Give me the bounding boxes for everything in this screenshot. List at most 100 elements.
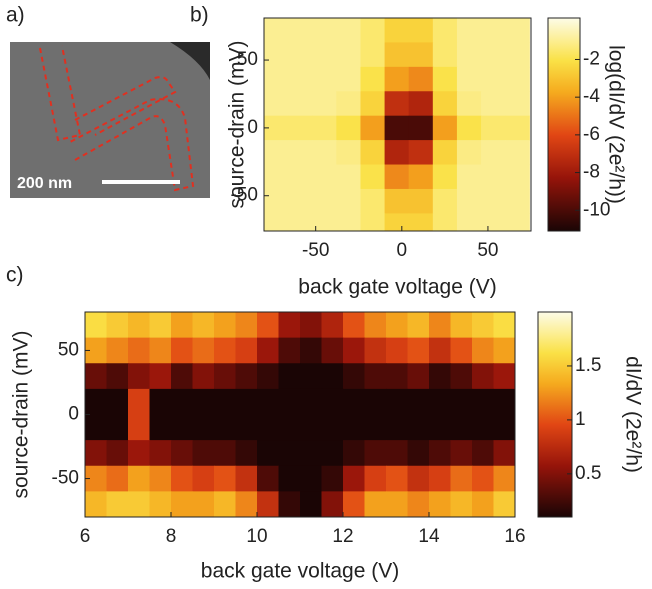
heat-cell: [257, 414, 280, 441]
heat-cell: [481, 188, 506, 214]
heat-cell: [472, 465, 495, 492]
heat-cell: [493, 491, 515, 517]
colorbar-tick-label: -10: [583, 199, 610, 220]
heat-cell: [481, 66, 506, 92]
heat-cell: [384, 188, 410, 214]
y-tick-label: 50: [237, 49, 258, 70]
heat-cell: [312, 164, 337, 190]
heat-cell: [505, 140, 530, 166]
heat-cell: [214, 465, 237, 492]
y-axis-label: source-drain (mV): [226, 40, 249, 208]
heat-cell: [257, 465, 280, 492]
heat-cell: [278, 414, 301, 441]
heat-cell: [312, 66, 337, 92]
heat-cell: [128, 440, 151, 467]
heat-cell: [408, 18, 434, 44]
heat-cell: [481, 115, 506, 141]
x-tick-label: 10: [246, 526, 267, 547]
heat-cell: [450, 388, 473, 416]
heat-cell: [149, 388, 172, 416]
heat-cell: [493, 337, 515, 364]
heat-cell: [450, 363, 473, 390]
colorbar-tick-label: 0.5: [575, 463, 601, 484]
heat-cell: [432, 115, 458, 141]
heat-cell: [288, 66, 313, 92]
heat-cell: [128, 388, 151, 416]
heat-cell: [493, 440, 515, 467]
heat-cell: [336, 164, 362, 190]
heat-cell: [472, 312, 495, 339]
heat-cell: [336, 188, 362, 214]
heat-cell: [192, 363, 215, 390]
heat-cell: [505, 188, 530, 214]
heat-cell: [456, 115, 482, 141]
heat-cell: [235, 363, 258, 390]
heat-cell: [343, 337, 366, 364]
heat-cell: [336, 66, 362, 92]
x-tick-label: 14: [418, 526, 440, 547]
heat-cell: [128, 312, 151, 339]
heat-cell: [450, 465, 473, 492]
heat-cell: [214, 414, 237, 441]
heat-cell: [386, 465, 409, 492]
heat-cell: [432, 164, 458, 190]
heat-cell: [149, 440, 172, 467]
heat-cell: [408, 164, 434, 190]
heat-cell: [384, 91, 410, 117]
heat-cell: [407, 363, 430, 390]
heat-cell: [278, 465, 301, 492]
heat-cell: [106, 465, 129, 492]
heat-cell: [432, 91, 458, 117]
heat-cell: [85, 337, 108, 364]
heat-cell: [386, 491, 409, 517]
heat-cell: [321, 414, 344, 441]
colorbar-tick-label: 1.5: [575, 355, 601, 376]
heat-cell: [450, 440, 473, 467]
heat-cell: [149, 363, 172, 390]
heat-cell: [336, 213, 362, 231]
heat-cell: [456, 140, 482, 166]
heat-cell: [364, 465, 387, 492]
panel-label: a): [6, 4, 25, 27]
heat-cell: [408, 66, 434, 92]
heat-cell: [288, 213, 313, 231]
heat-cell: [278, 440, 301, 467]
heat-cell: [288, 164, 313, 190]
y-tick-label: -50: [231, 185, 258, 206]
heat-cell: [312, 42, 337, 68]
heat-cell: [450, 312, 473, 339]
x-tick-label: 16: [504, 526, 525, 547]
heat-cell: [171, 491, 194, 517]
heat-cell: [432, 213, 458, 231]
heat-cell: [429, 388, 452, 416]
heat-cell: [472, 388, 495, 416]
x-axis-label: back gate voltage (V): [298, 276, 496, 299]
heatmap: [85, 312, 515, 517]
heat-cell: [429, 312, 452, 339]
heat-cell: [456, 18, 482, 44]
heat-cell: [214, 440, 237, 467]
heat-cell: [408, 188, 434, 214]
scale-bar-label: 200 nm: [17, 175, 72, 192]
heat-cell: [360, 188, 386, 214]
heat-cell: [106, 491, 129, 517]
heat-cell: [235, 388, 258, 416]
heat-cell: [472, 363, 495, 390]
heat-cell: [300, 337, 323, 364]
heat-cell: [300, 363, 323, 390]
heat-cell: [343, 363, 366, 390]
heat-cell: [386, 414, 409, 441]
heat-cell: [171, 440, 194, 467]
x-tick-label: 6: [80, 526, 91, 547]
heat-cell: [149, 312, 172, 339]
heat-cell: [360, 42, 386, 68]
heat-cell: [408, 115, 434, 141]
heat-cell: [192, 337, 215, 364]
heat-cell: [386, 337, 409, 364]
heat-cell: [278, 363, 301, 390]
y-tick-label: 50: [58, 339, 79, 360]
heat-cell: [149, 414, 172, 441]
heat-cell: [312, 188, 337, 214]
heat-cell: [106, 388, 129, 416]
